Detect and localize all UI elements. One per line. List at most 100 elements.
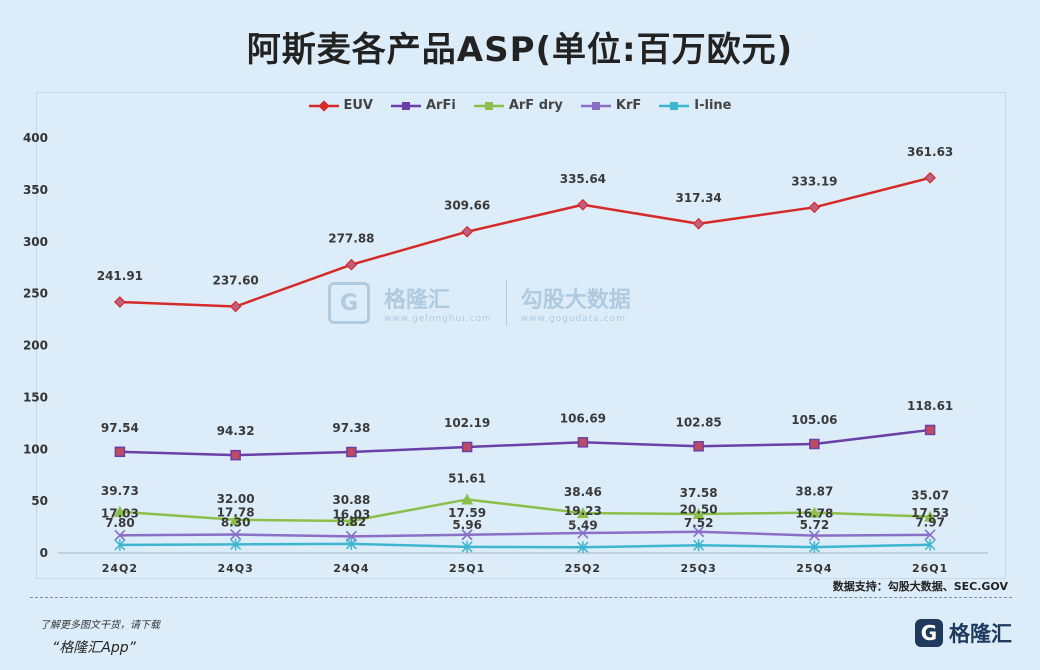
data-point (114, 446, 126, 458)
data-point (230, 538, 242, 551)
legend-swatch-icon (473, 101, 504, 110)
data-point (924, 171, 936, 184)
data-point (346, 446, 357, 458)
data-label: 333.19 (791, 174, 837, 188)
y-tick-label: 50 (31, 494, 48, 508)
data-label: 241.91 (97, 269, 143, 283)
data-label: 361.63 (907, 145, 953, 159)
data-point (114, 538, 126, 551)
data-label: 105.06 (791, 413, 837, 427)
data-point (924, 510, 937, 522)
data-label: 38.46 (564, 485, 602, 499)
data-label: 30.88 (332, 493, 370, 507)
data-point (461, 441, 473, 453)
watermark-brand-url: www.gelonghui.com (384, 314, 492, 324)
legend-swatch-icon (659, 101, 690, 110)
data-label: 37.58 (680, 486, 718, 500)
legend-label: ArFi (426, 98, 456, 113)
data-source: 数据支持：勾股大数据、SEC.GOV (832, 580, 1008, 593)
data-point (461, 493, 474, 505)
brand-logo: G 格隆汇 (915, 618, 1012, 648)
data-label: 35.07 (911, 489, 949, 503)
data-point (693, 539, 705, 552)
y-tick-label: 150 (23, 390, 48, 404)
data-label: 97.38 (332, 421, 370, 435)
data-label: 39.73 (101, 484, 139, 498)
data-label: 17.03 (101, 506, 139, 520)
data-point (577, 437, 589, 448)
legend-swatch-icon (308, 99, 339, 112)
data-point (229, 300, 242, 313)
series-line-krf (119, 530, 931, 538)
data-point (924, 424, 936, 436)
legend-item: ArFi (391, 98, 456, 113)
series-line-i-line (119, 542, 931, 549)
data-label: 20.50 (680, 503, 718, 517)
y-tick-label: 200 (23, 339, 48, 353)
data-label: 309.66 (444, 199, 490, 213)
watermark-logo-icon: G (328, 282, 370, 324)
legend-label: ArF dry (508, 98, 563, 113)
data-point (577, 541, 589, 554)
data-label: 277.88 (328, 232, 374, 246)
x-tick-label: 24Q2 (102, 562, 138, 575)
legend-label: EUV (343, 98, 374, 113)
data-point (113, 505, 126, 517)
data-point (693, 526, 705, 538)
legend-label: KrF (615, 98, 642, 113)
data-point (345, 537, 357, 550)
watermark: G 格隆汇 www.gelonghui.com 勾股大数据 www.goguda… (328, 280, 631, 326)
data-label: 16.78 (795, 507, 833, 521)
data-point (692, 217, 705, 230)
x-tick-label: 25Q3 (680, 562, 716, 575)
legend-item: ArF dry (473, 98, 563, 113)
data-point (114, 296, 126, 308)
watermark-partner-url: www.gogudata.com (520, 314, 626, 324)
plot-area (36, 92, 1006, 579)
data-label: 94.32 (217, 424, 255, 438)
legend-item: KrF (580, 98, 642, 113)
legend-label: I-line (694, 98, 732, 113)
chart-title: 阿斯麦各产品ASP(单位:百万欧元) (246, 30, 794, 70)
data-label: 51.61 (448, 471, 486, 485)
data-label: 97.54 (101, 421, 139, 435)
data-label: 7.97 (915, 516, 945, 530)
y-tick-label: 400 (23, 131, 48, 145)
data-point (808, 201, 821, 214)
data-label: 106.69 (560, 411, 606, 425)
data-point (576, 507, 589, 519)
x-tick-label: 25Q4 (796, 562, 832, 575)
data-label: 5.72 (800, 518, 830, 532)
series-line-euv (119, 176, 931, 308)
x-tick-label: 24Q4 (333, 562, 369, 575)
watermark-partner-name: 勾股大数据 (520, 288, 631, 313)
data-point (577, 198, 589, 211)
line-chart: 0 50 100 150 200 250 300 350 400 24Q2 24Q3 24Q4 25Q1… (23, 131, 988, 575)
series-line-arf-dry (119, 498, 931, 523)
data-point (693, 441, 704, 452)
data-point (461, 540, 473, 553)
data-label: 5.49 (568, 518, 598, 532)
data-point (808, 541, 820, 554)
data-label: 7.52 (684, 516, 714, 530)
y-tick-label: 300 (23, 235, 48, 249)
data-point (229, 513, 242, 525)
data-label: 8.30 (221, 515, 251, 529)
data-point (808, 530, 820, 542)
legend-item: I-line (659, 98, 731, 113)
x-tick-label: 25Q1 (449, 562, 485, 575)
data-point (808, 506, 821, 518)
data-label: 7.80 (105, 516, 135, 530)
data-point (345, 514, 358, 526)
data-label: 335.64 (560, 172, 606, 186)
watermark-brand: 格隆汇 www.gelonghui.com (384, 282, 492, 324)
data-label: 16.03 (332, 507, 370, 521)
data-point (577, 527, 589, 539)
data-point (924, 538, 936, 551)
legend-item: EUV (308, 98, 374, 113)
legend-swatch-icon (391, 101, 421, 110)
data-label: 17.78 (217, 506, 255, 520)
y-tick-label: 100 (23, 442, 48, 456)
data-point (230, 449, 241, 461)
chart-legend: EUV ArFi ArF dry KrF I-line (0, 98, 1040, 113)
